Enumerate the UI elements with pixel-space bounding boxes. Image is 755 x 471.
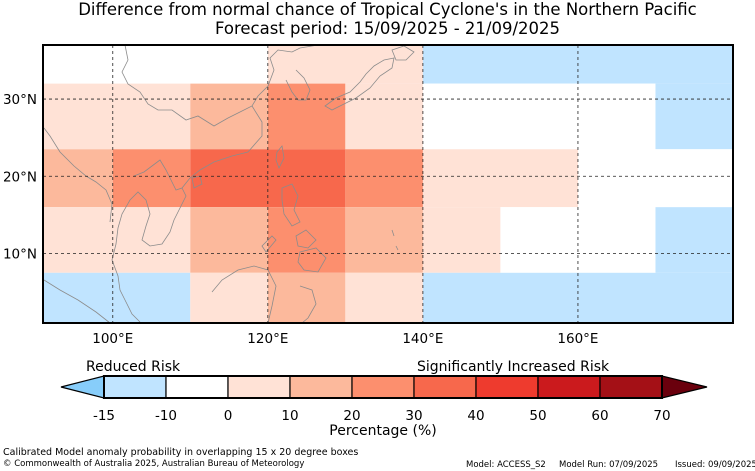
- anomaly-cell: [43, 45, 191, 84]
- anomaly-cell: [345, 83, 423, 150]
- colorbar-segment: [475, 375, 539, 399]
- coastline-sumatra: [43, 279, 111, 324]
- coastline-hokkaido: [391, 45, 415, 61]
- coastline-borneo: [211, 265, 277, 324]
- anomaly-cell: [190, 83, 268, 150]
- anomaly-cell: [190, 272, 268, 323]
- anomaly-cell: [190, 207, 268, 273]
- colorbar-tick-label: 50: [529, 408, 546, 424]
- lat-tick-label: 20°N: [3, 169, 37, 185]
- axis-labels: 100°E 120°E 140°E 160°E 30°N 20°N 10°N: [3, 92, 599, 347]
- coastline-palawan: [261, 235, 277, 253]
- forecast-period: Forecast period: 15/09/2025 - 21/09/2025: [214, 19, 561, 38]
- anomaly-cell: [190, 45, 268, 84]
- colorbar-tick-label: 70: [653, 408, 670, 424]
- coastline-hainan: [191, 175, 203, 189]
- colorbar-segment: [103, 375, 167, 399]
- anomaly-cell: [43, 149, 113, 208]
- coastline-asia: [121, 44, 319, 127]
- colorbar-tick-label: -10: [155, 408, 177, 424]
- colorbar-segment: [599, 375, 663, 399]
- lon-tick-label: 120°E: [247, 331, 288, 347]
- anomaly-cell: [267, 83, 346, 150]
- colorbar-tick-label: 30: [405, 408, 422, 424]
- anomaly-cell: [267, 207, 346, 273]
- anomaly-cell: [112, 149, 191, 208]
- anomaly-cell: [655, 207, 733, 273]
- colorbar-segment: [537, 375, 601, 399]
- coastline-indochina: [111, 187, 187, 323]
- anomaly-cell: [345, 149, 423, 208]
- coastline-sulawesi: [299, 285, 317, 324]
- lon-tick-label: 160°E: [557, 331, 598, 347]
- anomaly-cell: [422, 207, 501, 273]
- colorbar-over-arrow: [661, 375, 708, 399]
- footer-issued: Issued: 09/09/2025: [675, 460, 755, 470]
- colorbar-tick-label: 10: [281, 408, 298, 424]
- anomaly-cell: [577, 149, 733, 208]
- coastline-marianas: [391, 229, 399, 251]
- colorbar-under-arrow: [60, 375, 105, 399]
- coastline-china-south: [133, 105, 263, 191]
- lon-tick-label: 140°E: [402, 331, 443, 347]
- colorbar: -15 -10 0 10 20 30 40 50 60 70 Reduced Risk Signifi…: [60, 359, 708, 439]
- increased-risk-label: Significantly Increased Risk: [417, 359, 610, 375]
- coastline-taiwan: [275, 145, 285, 169]
- colorbar-segment: [165, 375, 229, 399]
- coastline-japan: [324, 57, 395, 111]
- reduced-risk-label: Reduced Risk: [86, 359, 181, 375]
- anomaly-cell: [43, 83, 191, 150]
- colorbar-segment: [227, 375, 291, 399]
- anomaly-cell: [345, 272, 423, 323]
- anomaly-cell: [422, 83, 656, 150]
- anomaly-cells: [43, 45, 733, 323]
- anomaly-cell: [267, 45, 423, 84]
- colorbar-unit-label: Percentage (%): [329, 423, 436, 439]
- footer-model-run: Model Run: 07/09/2025: [559, 460, 659, 470]
- colorbar-tick-label: 0: [224, 408, 233, 424]
- lat-tick-label: 30°N: [3, 92, 37, 108]
- coastline-visayas: [295, 229, 317, 249]
- colorbar-segment: [351, 375, 415, 399]
- colorbar-tick-label: 40: [467, 408, 484, 424]
- anomaly-cell: [43, 272, 191, 323]
- anomaly-cell: [267, 272, 346, 323]
- coastline-mindanao: [297, 247, 327, 273]
- colorbar-segment: [289, 375, 353, 399]
- colorbar-tick-label: 20: [343, 408, 360, 424]
- map-frame: [42, 44, 734, 324]
- footer-note: Calibrated Model anomaly probability in …: [3, 447, 359, 458]
- anomaly-cell: [345, 207, 423, 273]
- lon-tick-label: 100°E: [92, 331, 133, 347]
- footer-copyright: © Commonwealth of Australia 2025, Austra…: [3, 459, 305, 469]
- colorbar-segment: [413, 375, 477, 399]
- anomaly-cell: [655, 83, 733, 150]
- coastline-korea: [285, 69, 311, 101]
- anomaly-cell: [422, 149, 578, 208]
- map-title: Difference from normal chance of Tropica…: [78, 0, 697, 19]
- colorbar-tick-label: 60: [591, 408, 608, 424]
- graticule: [43, 45, 733, 323]
- footer-model: Model: ACCESS_S2: [466, 460, 546, 470]
- lat-tick-label: 10°N: [3, 247, 37, 263]
- coastline-luzon: [281, 183, 301, 227]
- colorbar-tick-label: -15: [93, 408, 115, 424]
